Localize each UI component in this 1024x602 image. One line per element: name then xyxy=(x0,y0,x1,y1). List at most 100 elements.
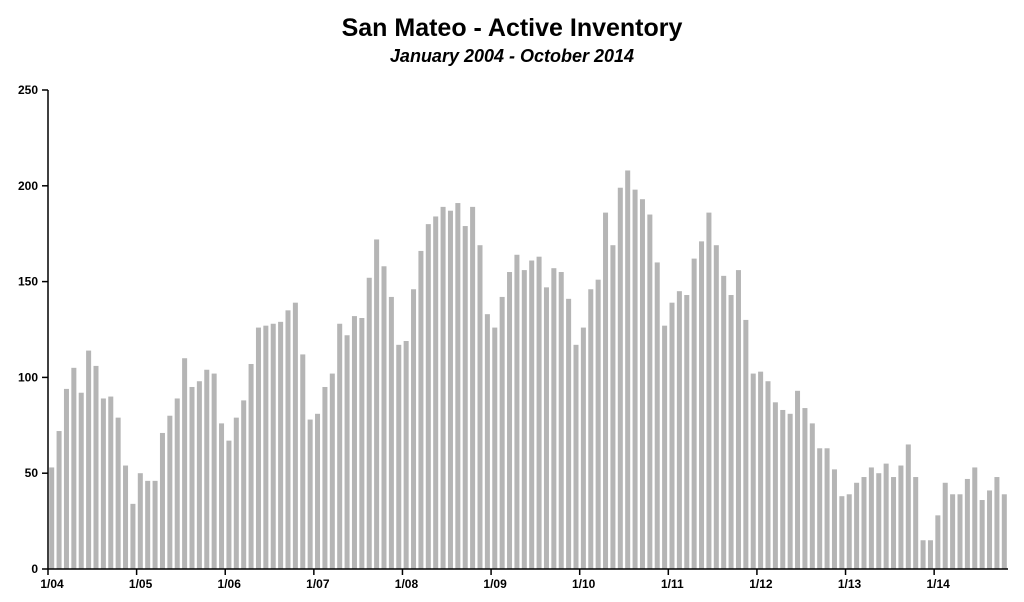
bar-8-10 xyxy=(632,189,638,569)
x-tick-label-1-08: 1/08 xyxy=(395,577,419,591)
bar-6-10 xyxy=(617,187,623,569)
bar-9-06 xyxy=(285,310,291,569)
y-tick-label-50: 50 xyxy=(25,466,39,480)
bar-8-08 xyxy=(455,203,461,570)
x-tick-label-1-10: 1/10 xyxy=(572,577,596,591)
bar-11-09 xyxy=(566,298,572,569)
bar-1-11 xyxy=(669,302,675,569)
bar-1-07 xyxy=(315,413,321,569)
bar-11-10 xyxy=(654,262,660,569)
bar-9-13 xyxy=(905,444,911,569)
bar-4-05 xyxy=(159,432,165,569)
x-tick-label-1-09: 1/09 xyxy=(483,577,507,591)
bar-8-05 xyxy=(189,386,195,569)
bar-1-12 xyxy=(758,371,764,569)
bar-2-11 xyxy=(676,291,682,569)
bar-12-12 xyxy=(839,496,845,569)
bar-12-09 xyxy=(573,344,579,569)
bar-6-07 xyxy=(351,316,357,569)
bar-3-12 xyxy=(772,402,778,569)
bar-4-10 xyxy=(603,212,609,569)
bar-5-09 xyxy=(521,270,527,569)
bar-6-08 xyxy=(440,206,446,569)
bar-7-05 xyxy=(182,358,188,569)
bar-10-13 xyxy=(913,477,919,569)
bar-6-06 xyxy=(263,325,269,569)
bar-10-08 xyxy=(470,206,476,569)
bar-7-09 xyxy=(536,256,542,569)
bar-4-12 xyxy=(780,409,786,569)
x-tick-label-1-05: 1/05 xyxy=(129,577,153,591)
bar-5-14 xyxy=(964,478,970,569)
bar-7-11 xyxy=(713,245,719,569)
bar-3-04 xyxy=(63,388,69,569)
bar-11-08 xyxy=(477,245,483,569)
bar-2-06 xyxy=(233,417,239,569)
bar-11-13 xyxy=(920,540,926,569)
bar-1-05 xyxy=(137,473,143,569)
bar-2-12 xyxy=(765,381,771,569)
bar-9-09 xyxy=(551,268,557,569)
bar-5-07 xyxy=(344,335,350,569)
x-tick-label-1-12: 1/12 xyxy=(749,577,773,591)
bar-1-09 xyxy=(492,327,498,569)
bar-7-06 xyxy=(270,323,276,569)
bar-1-10 xyxy=(580,327,586,569)
bar-4-11 xyxy=(691,258,697,569)
bar-9-04 xyxy=(108,396,114,569)
bar-6-12 xyxy=(795,390,801,569)
bar-1-06 xyxy=(226,440,232,569)
bar-6-14 xyxy=(972,467,978,569)
bar-3-13 xyxy=(861,477,867,569)
y-tick-label-100: 100 xyxy=(18,370,38,384)
bar-3-09 xyxy=(507,272,513,569)
bar-6-09 xyxy=(529,260,535,569)
y-tick-label-150: 150 xyxy=(18,275,38,289)
bar-2-09 xyxy=(499,296,505,569)
bar-5-12 xyxy=(787,413,793,569)
bar-2-04 xyxy=(56,431,62,569)
bar-3-14 xyxy=(950,494,956,569)
bar-4-06 xyxy=(248,363,254,569)
y-tick-label-250: 250 xyxy=(18,83,38,97)
bar-10-14 xyxy=(1001,494,1007,569)
bar-1-13 xyxy=(846,494,852,569)
bar-10-06 xyxy=(292,302,298,569)
bar-10-12 xyxy=(824,448,830,569)
x-axis: 1/04 1/05 1/06 1/07 1/08 1/09 1/10 1/11 1/12 1/13… xyxy=(40,568,1008,591)
bar-11-12 xyxy=(831,469,837,569)
bar-3-05 xyxy=(152,480,158,569)
bar-12-05 xyxy=(219,423,225,569)
bar-11-11 xyxy=(743,319,749,569)
bar-8-13 xyxy=(898,465,904,569)
bar-6-13 xyxy=(883,463,889,569)
bar-8-11 xyxy=(721,275,727,569)
chart-title: San Mateo - Active Inventory xyxy=(341,14,683,42)
bar-8-07 xyxy=(366,277,372,569)
bar-1-08 xyxy=(403,341,409,569)
bar-6-11 xyxy=(706,212,712,569)
bar-5-04 xyxy=(78,392,84,569)
bar-7-04 xyxy=(93,365,99,569)
bar-7-08 xyxy=(447,210,453,569)
bar-7-12 xyxy=(802,408,808,569)
bar-12-13 xyxy=(927,540,933,569)
x-tick-label-1-11: 1/11 xyxy=(661,577,684,591)
bar-8-12 xyxy=(809,423,815,569)
bar-group xyxy=(49,170,1007,570)
bar-11-06 xyxy=(300,354,306,569)
bar-5-11 xyxy=(699,241,705,570)
bar-6-04 xyxy=(86,350,92,569)
bar-11-05 xyxy=(211,373,217,569)
bar-10-09 xyxy=(558,272,564,569)
bar-7-07 xyxy=(359,318,365,569)
bar-8-04 xyxy=(100,398,106,569)
bar-2-13 xyxy=(854,482,860,569)
bar-12-07 xyxy=(396,344,402,569)
bar-2-10 xyxy=(588,289,594,569)
bar-10-10 xyxy=(647,214,653,570)
x-tick-label-1-06: 1/06 xyxy=(218,577,242,591)
bar-12-11 xyxy=(750,373,756,569)
bar-10-07 xyxy=(381,266,387,569)
